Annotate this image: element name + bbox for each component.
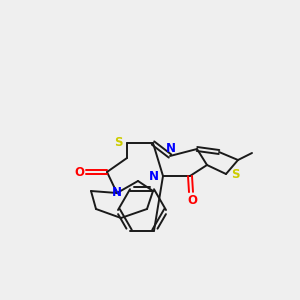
Text: N: N [149, 169, 159, 182]
Text: O: O [187, 194, 197, 206]
Text: S: S [231, 167, 239, 181]
Text: N: N [112, 185, 122, 199]
Text: O: O [74, 166, 84, 178]
Text: N: N [166, 142, 176, 155]
Text: S: S [114, 136, 122, 149]
